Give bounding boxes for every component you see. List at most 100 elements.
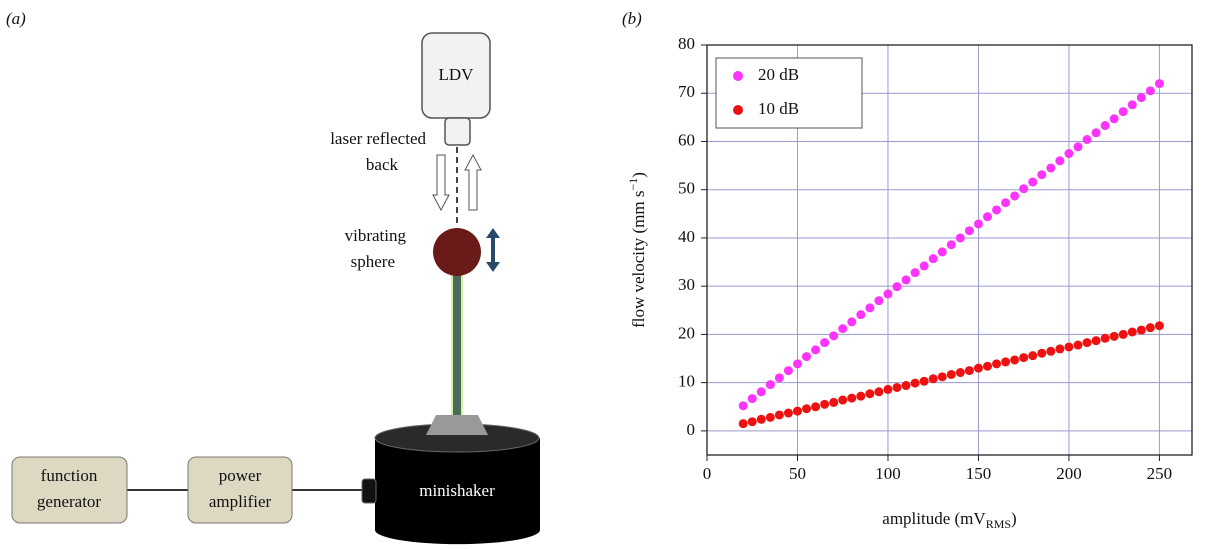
point — [1064, 149, 1074, 159]
amplifier-box — [187, 456, 293, 524]
point — [847, 393, 857, 403]
point — [756, 387, 766, 397]
point — [992, 205, 1002, 215]
y-axis-label-part: flow velocity (mm s — [629, 191, 648, 328]
generator-box — [11, 456, 128, 524]
x-axis-label-part: ) — [1011, 509, 1017, 528]
point — [856, 391, 866, 401]
point — [919, 376, 929, 386]
point — [964, 226, 974, 236]
point — [783, 366, 793, 376]
x-tick-label: 250 — [1147, 464, 1173, 483]
point — [955, 233, 965, 243]
y-tick-label: 40 — [678, 227, 695, 246]
point — [811, 345, 821, 355]
vibration-arrow — [486, 228, 500, 272]
sphere-label: vibrating — [345, 226, 407, 245]
point — [937, 372, 947, 382]
generator-label: function — [41, 466, 98, 485]
y-tick-label: 10 — [678, 372, 695, 391]
panel-label: (b) — [622, 9, 642, 28]
point — [1136, 93, 1146, 103]
point — [1118, 107, 1128, 117]
point — [946, 240, 956, 250]
point — [892, 382, 902, 392]
mount — [426, 415, 488, 435]
point — [983, 361, 993, 371]
point — [774, 373, 784, 383]
point — [765, 380, 775, 390]
point — [1109, 331, 1119, 341]
x-tick-label: 0 — [703, 464, 712, 483]
point — [1127, 100, 1137, 110]
laser-label: laser reflected — [330, 129, 426, 148]
panel-label: (a) — [6, 9, 26, 28]
point — [1118, 329, 1128, 339]
point — [1001, 357, 1011, 367]
point — [865, 389, 875, 399]
point — [747, 394, 757, 404]
amplifier-label: power — [219, 466, 262, 485]
point — [1037, 170, 1047, 180]
diagram: (a) LDV laser reflected back vibrating s… — [6, 9, 540, 545]
point — [955, 368, 965, 378]
point — [1010, 355, 1020, 365]
point — [910, 378, 920, 388]
amplifier-label: amplifier — [209, 492, 272, 511]
point — [1037, 348, 1047, 358]
point — [1145, 86, 1155, 96]
ldv-label: LDV — [439, 65, 475, 84]
point — [901, 381, 911, 391]
point — [1145, 323, 1155, 333]
point — [765, 412, 775, 422]
legend-marker — [733, 105, 743, 115]
point — [1091, 336, 1101, 346]
point — [792, 406, 802, 416]
legend-label: 20 dB — [758, 65, 799, 84]
shaker-label: minishaker — [419, 481, 495, 500]
plot-frame — [706, 44, 1193, 456]
point — [802, 404, 812, 414]
point — [838, 395, 848, 405]
point — [792, 359, 802, 369]
point — [811, 402, 821, 412]
point — [838, 324, 848, 334]
y-tick-label: 30 — [678, 275, 695, 294]
point — [856, 310, 866, 320]
point — [928, 254, 938, 264]
point — [919, 261, 929, 271]
point — [783, 408, 793, 418]
y-axis-label: flow velocity (mm s−1) — [626, 172, 648, 328]
point — [874, 296, 884, 306]
point — [865, 303, 875, 313]
sphere — [433, 228, 481, 276]
point — [1082, 338, 1092, 348]
point — [1100, 121, 1110, 131]
point — [1073, 142, 1083, 152]
shaker-body — [375, 438, 540, 545]
point — [1055, 156, 1065, 166]
point — [992, 359, 1002, 369]
point — [829, 331, 839, 341]
point — [1046, 163, 1056, 173]
point — [892, 282, 902, 292]
x-tick-label: 50 — [789, 464, 806, 483]
generator-label: generator — [37, 492, 102, 511]
point — [847, 317, 857, 327]
point — [883, 289, 893, 299]
point — [1100, 333, 1110, 343]
point — [1010, 191, 1020, 201]
y-tick-label: 60 — [678, 130, 695, 149]
y-axis-label-part: ) — [629, 172, 648, 178]
point — [802, 352, 812, 362]
point — [973, 363, 983, 373]
laser-label: back — [366, 155, 399, 174]
x-tick-label: 200 — [1056, 464, 1082, 483]
connector — [361, 478, 377, 504]
y-tick-label: 0 — [687, 420, 696, 439]
point — [1046, 346, 1056, 356]
point — [820, 399, 830, 409]
rod — [451, 271, 463, 418]
point — [1073, 340, 1083, 350]
